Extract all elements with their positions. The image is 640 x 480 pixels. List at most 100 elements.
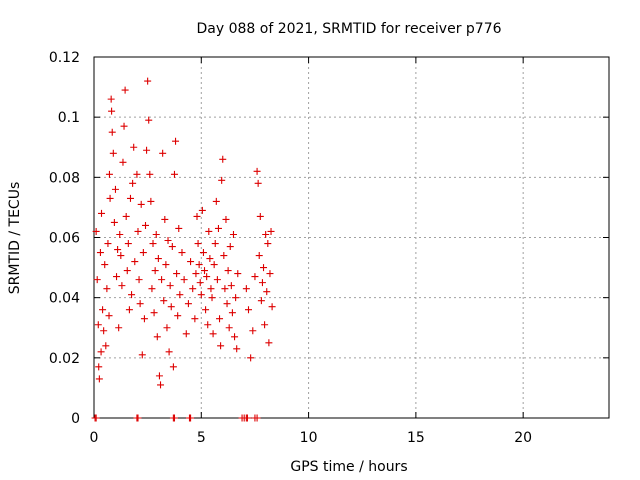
data-point-marker	[150, 309, 158, 317]
y-axis-label: SRMTID / TECUs	[7, 182, 23, 295]
data-point-marker	[153, 333, 161, 341]
y-tick-label: 0.06	[49, 231, 80, 247]
data-point-marker	[144, 77, 152, 85]
data-point-marker	[107, 95, 115, 103]
data-point-marker	[119, 158, 127, 166]
data-point-marker	[139, 249, 147, 257]
data-point-marker	[164, 237, 172, 245]
x-tick-label: 0	[90, 430, 99, 446]
data-point-marker	[231, 333, 239, 341]
data-point-marker	[264, 240, 272, 248]
data-point-marker	[209, 330, 217, 338]
data-point-marker	[158, 276, 166, 284]
data-point-marker	[221, 285, 229, 293]
data-point-marker	[162, 261, 170, 269]
data-point-marker	[160, 297, 168, 305]
data-point-marker	[99, 306, 107, 314]
data-point-marker	[95, 375, 103, 383]
data-point-marker	[151, 267, 159, 275]
x-tick-label: 5	[197, 430, 206, 446]
data-point-marker	[161, 215, 169, 223]
data-point-marker	[128, 291, 136, 299]
data-point-marker	[137, 200, 145, 208]
data-point-marker	[98, 209, 106, 217]
y-tick-label: 0.04	[49, 291, 80, 307]
data-point-marker	[242, 285, 250, 293]
data-point-marker	[116, 230, 124, 238]
data-point-marker	[210, 261, 218, 269]
data-point-marker	[123, 267, 131, 275]
data-point-marker	[214, 224, 222, 232]
data-point-marker	[152, 230, 160, 238]
data-point-marker	[110, 218, 118, 226]
data-point-marker	[167, 303, 175, 311]
data-point-marker	[254, 179, 262, 187]
data-point-marker	[222, 215, 230, 223]
data-point-marker	[146, 170, 154, 178]
data-point-marker	[113, 273, 121, 281]
data-point-marker	[182, 330, 190, 338]
data-point-marker	[134, 227, 142, 235]
data-point-marker	[266, 270, 274, 278]
data-point-marker	[165, 348, 173, 356]
y-tick-label: 0.12	[49, 50, 80, 66]
data-point-marker	[268, 303, 276, 311]
data-point-marker	[102, 342, 110, 350]
data-point-marker	[166, 282, 174, 290]
y-tick-label: 0.1	[58, 110, 80, 126]
data-point-marker	[115, 324, 123, 332]
data-point-marker	[134, 414, 142, 422]
data-point-marker	[255, 252, 263, 260]
data-point-marker	[211, 240, 219, 248]
data-point-marker	[226, 243, 234, 251]
data-point-marker	[149, 240, 157, 248]
data-point-marker	[203, 273, 211, 281]
data-point-marker	[157, 381, 165, 389]
data-point-marker	[129, 179, 137, 187]
data-point-marker	[131, 258, 139, 266]
data-point-marker	[126, 194, 134, 202]
data-point-marker	[103, 285, 111, 293]
data-point-marker	[170, 414, 178, 422]
data-point-marker	[148, 285, 156, 293]
data-point-marker	[106, 194, 114, 202]
grid-layer	[94, 57, 609, 418]
data-point-marker	[217, 342, 225, 350]
data-point-marker	[196, 279, 204, 287]
data-point-marker	[229, 230, 237, 238]
data-point-marker	[201, 267, 209, 275]
data-point-marker	[193, 212, 201, 220]
data-point-marker	[170, 170, 178, 178]
chart-title: Day 088 of 2021, SRMTID for receiver p77…	[196, 21, 501, 37]
data-point-marker	[105, 170, 113, 178]
data-point-marker	[155, 372, 163, 380]
data-point-marker	[213, 276, 221, 284]
data-point-marker	[191, 315, 199, 323]
data-point-marker	[142, 221, 149, 229]
data-point-marker	[180, 276, 188, 284]
data-point-marker	[233, 345, 241, 353]
data-point-marker	[208, 294, 216, 302]
data-point-marker	[256, 212, 264, 220]
data-point-marker	[265, 339, 273, 347]
data-point-marker	[154, 255, 162, 263]
data-point-marker	[101, 261, 109, 269]
data-point-marker	[187, 414, 195, 422]
x-axis-label: GPS time / hours	[290, 459, 407, 475]
data-point-marker	[135, 276, 143, 284]
data-point-marker	[218, 176, 226, 184]
data-point-marker	[109, 149, 117, 157]
tick-layer: 0 5 10 15 20 0 0.02 0.04 0.06 0.08 0.1 0.12	[49, 50, 609, 446]
data-point-marker	[118, 282, 126, 290]
data-point-marker	[197, 291, 205, 299]
data-point-marker	[245, 306, 252, 314]
data-point-marker	[206, 255, 214, 263]
data-point-marker	[224, 267, 232, 275]
data-point-marker	[121, 86, 129, 94]
data-point-marker	[111, 185, 119, 193]
data-point-marker	[223, 300, 231, 308]
data-point-marker	[187, 258, 195, 266]
data-point-marker	[184, 300, 192, 308]
data-point-marker	[194, 240, 202, 248]
